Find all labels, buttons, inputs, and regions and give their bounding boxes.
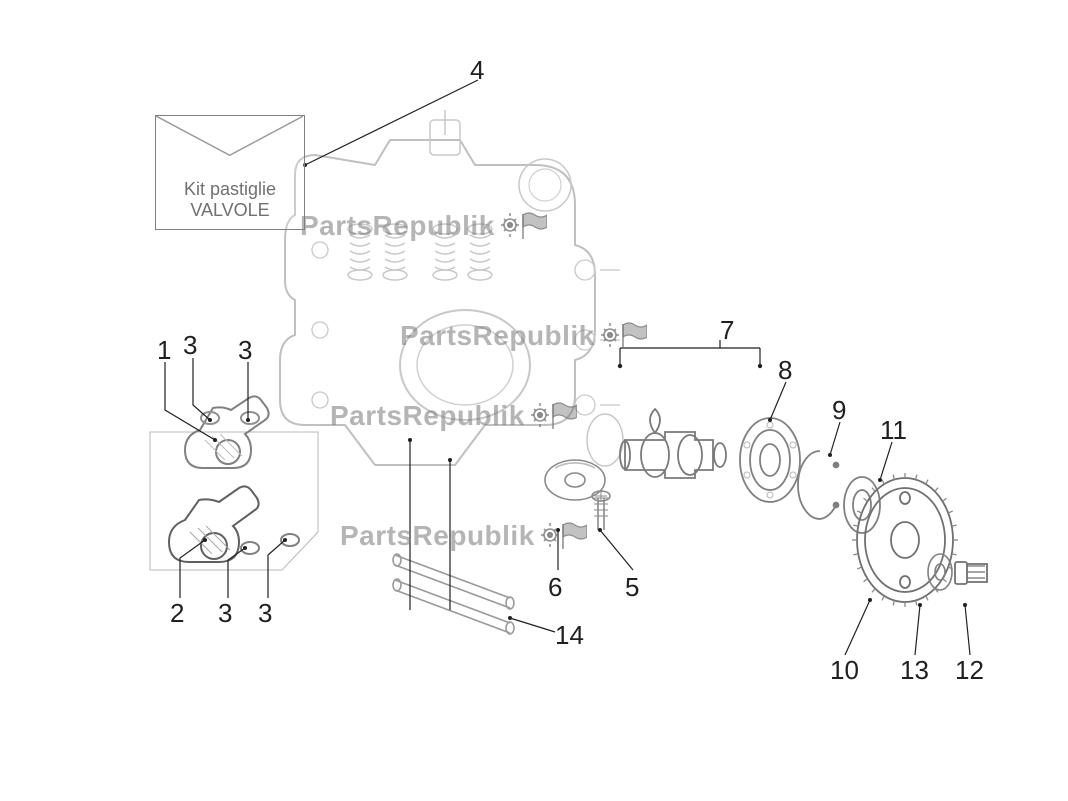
watermark-2: PartsRepublik [330,400,577,432]
kit-pastiglie-box: Kit pastiglie VALVOLE [155,115,305,230]
callout-c14: 14 [555,620,584,651]
callout-c13: 13 [900,655,929,686]
gear-flag-icon [601,321,647,351]
watermark-text: PartsRepublik [340,520,535,552]
callout-c8: 8 [778,355,792,386]
callout-c7: 7 [720,315,734,346]
diagram-stage: Kit pastiglie VALVOLE 413323356789111013… [0,0,1068,801]
gear-flag-icon [501,211,547,241]
kit-line1: Kit pastiglie [184,179,276,200]
callout-c6: 6 [548,572,562,603]
watermark-3: PartsRepublik [340,520,587,552]
envelope-icon [156,116,303,161]
callout-c4: 4 [470,55,484,86]
callout-c2: 2 [170,598,184,629]
watermark-text: PartsRepublik [400,320,595,352]
callout-c3c: 3 [218,598,232,629]
gear-flag-icon [531,401,577,431]
kit-line2: VALVOLE [190,200,269,221]
gear-flag-icon [541,521,587,551]
watermark-1: PartsRepublik [400,320,647,352]
watermark-text: PartsRepublik [330,400,525,432]
watermark-0: PartsRepublik [300,210,547,242]
callout-c9: 9 [832,395,846,426]
callout-c1: 1 [157,335,171,366]
callout-c3d: 3 [258,598,272,629]
callout-c5: 5 [625,572,639,603]
callout-c12: 12 [955,655,984,686]
callout-c3a: 3 [183,330,197,361]
callout-c3b: 3 [238,335,252,366]
watermark-text: PartsRepublik [300,210,495,242]
callout-c11: 11 [880,415,907,446]
callout-c10: 10 [830,655,859,686]
